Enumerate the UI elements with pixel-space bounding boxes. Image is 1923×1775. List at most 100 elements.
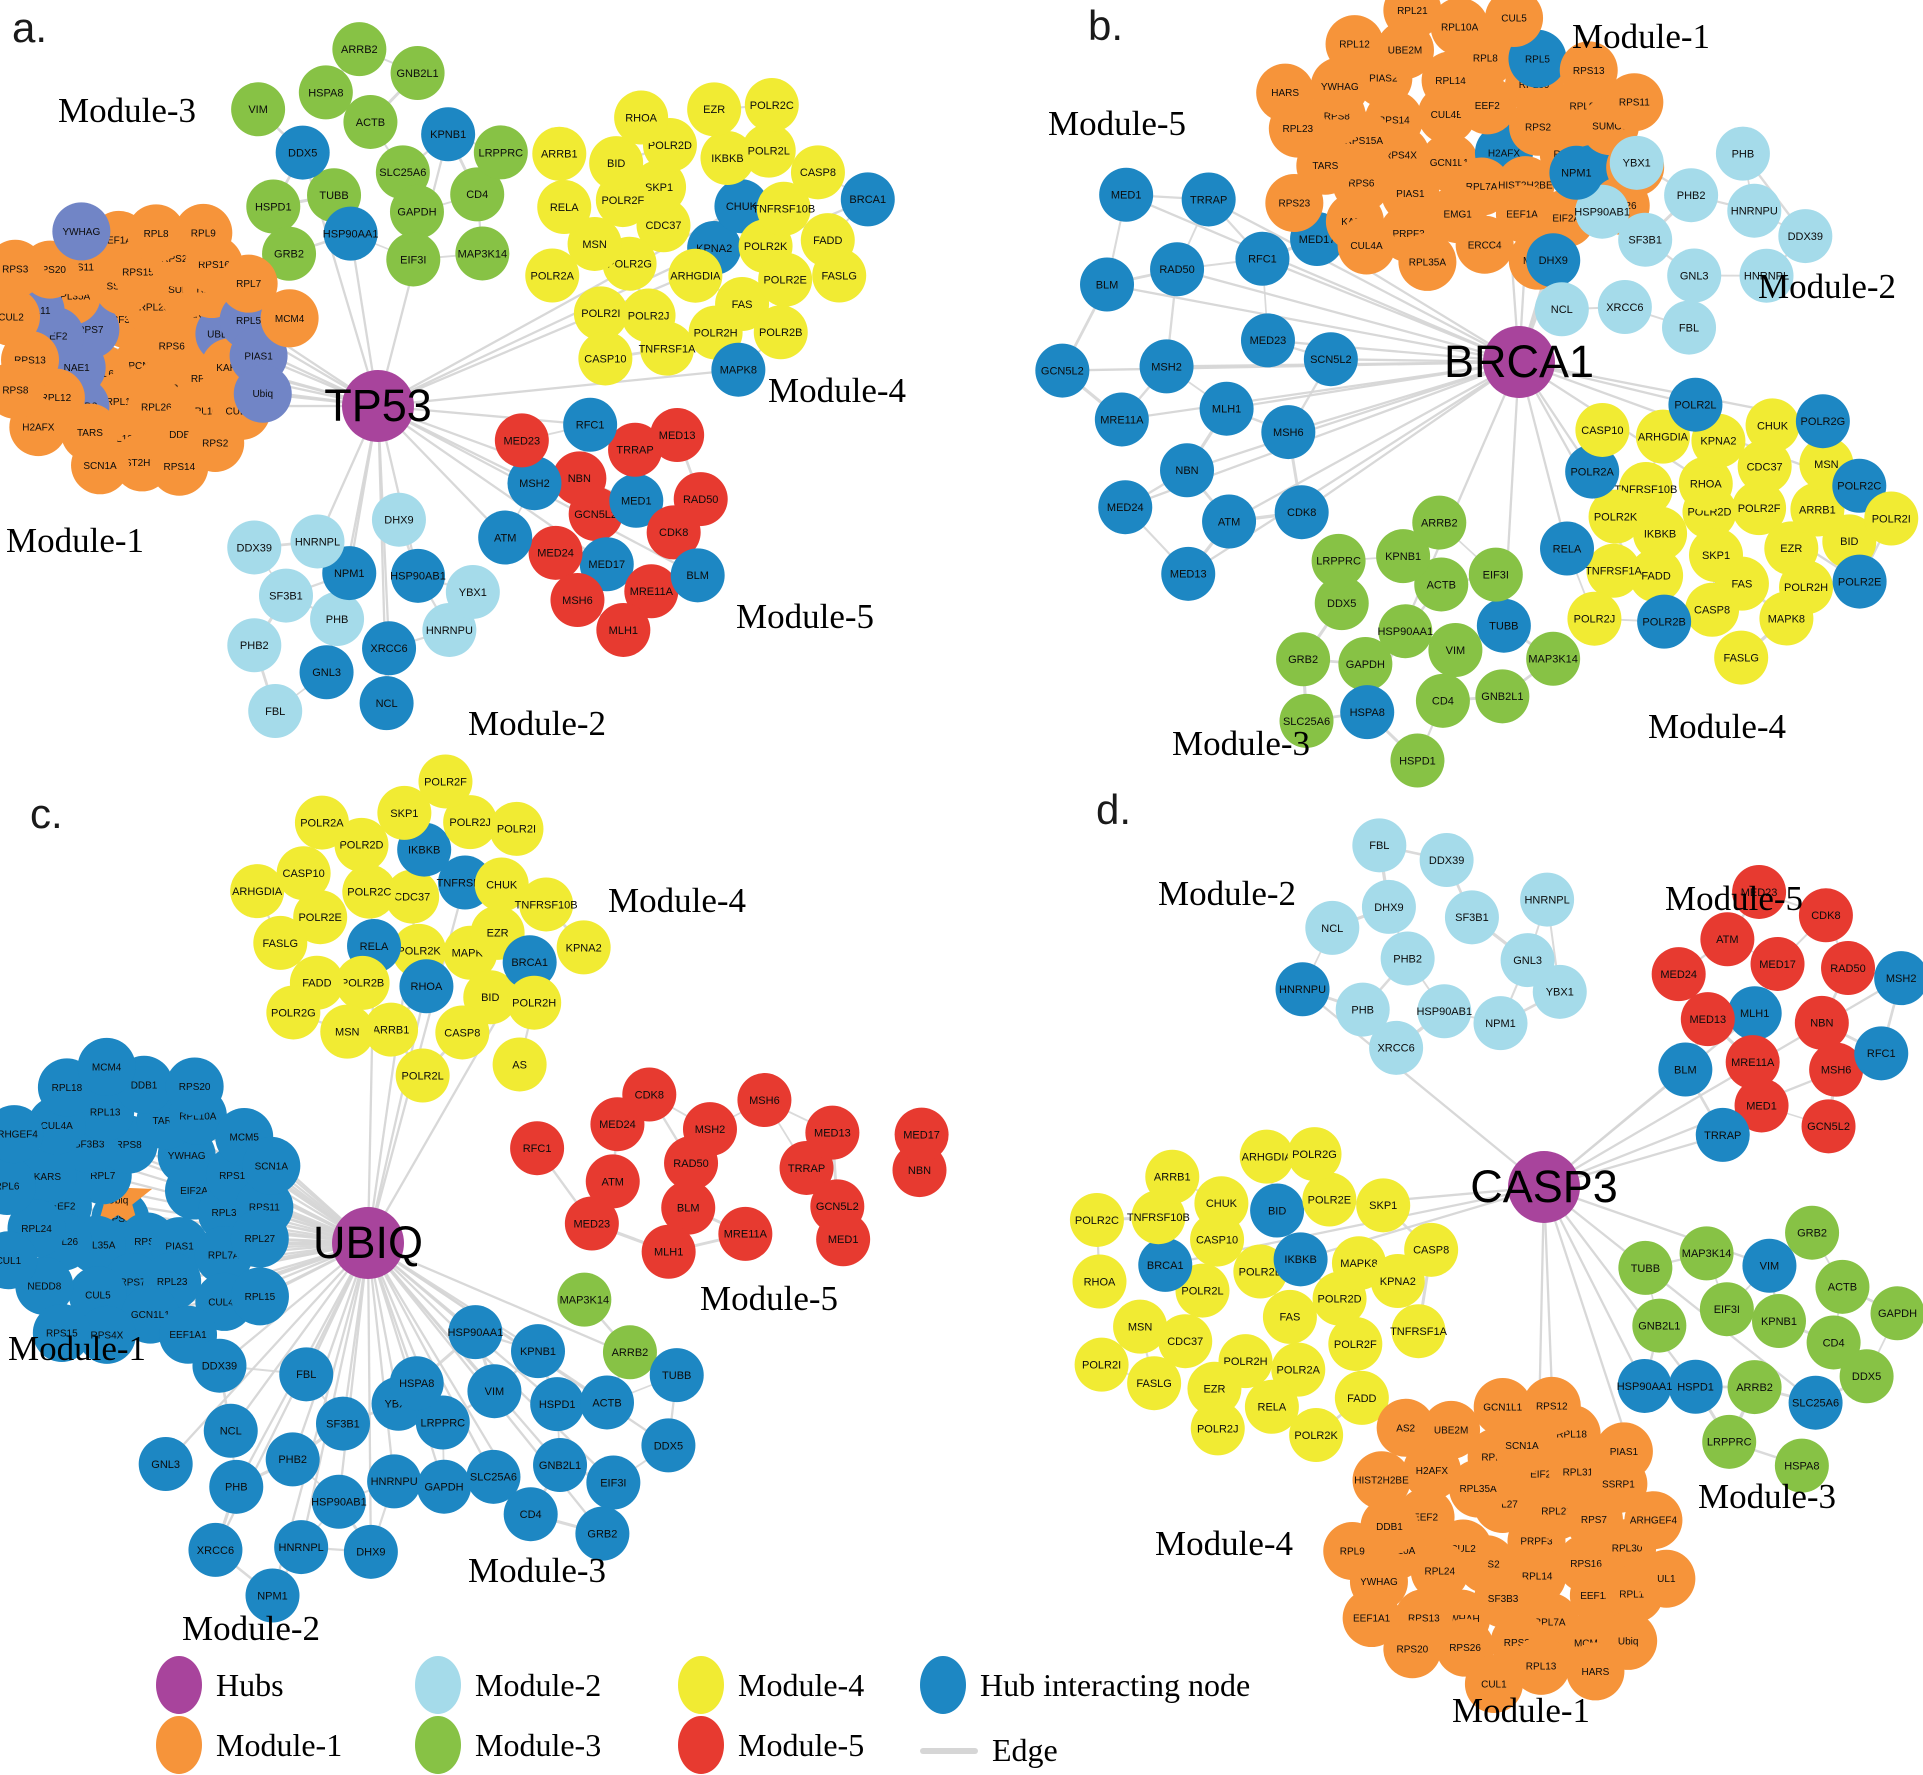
node-POLR2E[interactable]: POLR2E (758, 252, 813, 307)
node-LRPPRC[interactable]: LRPPRC (415, 1395, 470, 1450)
node-CUL2[interactable]: CUL2 (0, 287, 40, 346)
node-CUL1[interactable]: CUL1 (0, 1231, 38, 1290)
node-HNRNPL[interactable]: HNRNPL (1520, 872, 1575, 927)
node-POLR2F[interactable]: POLR2F (1732, 481, 1787, 536)
node-VIM[interactable]: VIM (1742, 1238, 1797, 1293)
node-POLR2J[interactable]: POLR2J (1190, 1401, 1245, 1456)
node-UBE2M[interactable]: UBE2M (1422, 1400, 1481, 1459)
node-NBN[interactable]: NBN (552, 451, 607, 506)
node-ARHGEF4[interactable]: ARHGEF4 (1624, 1491, 1683, 1550)
node-HSPA8[interactable]: HSPA8 (389, 1356, 444, 1411)
node-POLR2C[interactable]: POLR2C (744, 78, 799, 133)
node-EIF3I[interactable]: EIF3I (1699, 1282, 1754, 1337)
node-HNRNPU[interactable]: HNRNPU (1275, 962, 1330, 1017)
node-MED13[interactable]: MED13 (1680, 992, 1735, 1047)
node-Ubiq[interactable]: Ubiq (233, 364, 292, 423)
node-RPL12[interactable]: RPL12 (1325, 15, 1384, 74)
node-MLH1[interactable]: MLH1 (596, 602, 651, 657)
node-CHUK[interactable]: CHUK (714, 179, 769, 234)
node-ARHGDIA[interactable]: ARHGDIA (230, 864, 285, 919)
node-HSP90AA1[interactable]: HSP90AA1 (323, 206, 379, 261)
node-HNRNPL[interactable]: HNRNPL (1739, 248, 1794, 303)
node-BLM[interactable]: BLM (670, 548, 725, 603)
node-RAD50[interactable]: RAD50 (673, 472, 728, 527)
node-RPS3[interactable]: RPS3 (0, 239, 45, 298)
node-ARRB2[interactable]: ARRB2 (602, 1325, 657, 1380)
node-NCL[interactable]: NCL (1534, 282, 1589, 337)
node-GCN1L1[interactable]: GCN1L1 (1473, 1377, 1532, 1436)
node-ACTB[interactable]: ACTB (1414, 557, 1469, 612)
node-RPL24[interactable]: RPL24 (1410, 1542, 1469, 1601)
node-NBN[interactable]: NBN (1160, 443, 1215, 498)
node-MRE11A[interactable]: MRE11A (624, 564, 679, 619)
node-DDX5[interactable]: DDX5 (275, 125, 330, 180)
node-RPL35A[interactable]: RPL35A (1398, 232, 1457, 291)
node-MSN[interactable]: MSN (320, 1004, 375, 1059)
node-TNFRSF1A[interactable]: TNFRSF1A (639, 321, 697, 376)
node-RPS20[interactable]: RPS20 (165, 1057, 224, 1116)
node-TRRAP[interactable]: TRRAP (608, 422, 663, 477)
node-HSPA8[interactable]: HSPA8 (1340, 685, 1395, 740)
node-EIF3I[interactable]: EIF3I (386, 232, 441, 287)
node-SKP1[interactable]: SKP1 (377, 785, 432, 840)
node-MLH1[interactable]: MLH1 (1199, 381, 1254, 436)
node-POLR2I[interactable]: POLR2I (1864, 491, 1919, 546)
node-HARS[interactable]: HARS (1566, 1642, 1625, 1701)
node-MSH2[interactable]: MSH2 (507, 456, 562, 511)
node-GRB2[interactable]: GRB2 (575, 1506, 630, 1561)
node-RPS20[interactable]: RPS20 (1383, 1620, 1442, 1679)
node-SLC25A6[interactable]: SLC25A6 (1788, 1375, 1843, 1430)
node-GNB2L1[interactable]: GNB2L1 (533, 1438, 588, 1493)
node-CDK8[interactable]: CDK8 (622, 1067, 677, 1122)
node-NPM1[interactable]: NPM1 (1549, 145, 1604, 200)
node-IKBKB[interactable]: IKBKB (1633, 506, 1688, 561)
node-PHB2[interactable]: PHB2 (227, 618, 282, 673)
node-MED17[interactable]: MED17 (1750, 936, 1805, 991)
node-ARRB2[interactable]: ARRB2 (1412, 495, 1467, 550)
node-FASLG[interactable]: FASLG (1127, 1356, 1182, 1411)
node-GNB2L1[interactable]: GNB2L1 (1632, 1298, 1687, 1353)
node-MSH6[interactable]: MSH6 (737, 1073, 792, 1128)
node-IKBKB[interactable]: IKBKB (700, 131, 755, 186)
node-TUBB[interactable]: TUBB (1618, 1240, 1673, 1295)
node-ARRB1[interactable]: ARRB1 (1145, 1149, 1200, 1204)
node-NPM1[interactable]: NPM1 (1473, 996, 1528, 1051)
node-POLR2G[interactable]: POLR2G (1287, 1127, 1342, 1182)
node-MRE11A[interactable]: MRE11A (1725, 1035, 1780, 1090)
node-PHB[interactable]: PHB (1335, 982, 1390, 1037)
node-RPS12[interactable]: RPS12 (1522, 1376, 1581, 1435)
node-LRPPRC[interactable]: LRPPRC (1311, 533, 1366, 588)
node-POLR2E[interactable]: POLR2E (1302, 1172, 1357, 1227)
node-CASP8[interactable]: CASP8 (435, 1005, 490, 1060)
node-TNFRSF1A[interactable]: TNFRSF1A (1585, 543, 1643, 598)
node-RPS13[interactable]: RPS13 (1559, 41, 1618, 100)
node-TUBB[interactable]: TUBB (1476, 598, 1531, 653)
node-GNL3[interactable]: GNL3 (1667, 248, 1722, 303)
node-RPL9[interactable]: RPL9 (174, 203, 233, 262)
node-AS2[interactable]: AS2 (1376, 1398, 1435, 1457)
node-PHB2[interactable]: PHB2 (1664, 168, 1719, 223)
node-GNB2L1[interactable]: GNB2L1 (1475, 669, 1530, 724)
node-POLR2I[interactable]: POLR2I (573, 286, 628, 341)
node-BLM[interactable]: BLM (661, 1180, 716, 1235)
node-ACTB[interactable]: ACTB (343, 94, 398, 149)
node-XRCC6[interactable]: XRCC6 (188, 1522, 243, 1577)
node-YBX1[interactable]: YBX1 (1532, 964, 1587, 1019)
node-DDX5[interactable]: DDX5 (641, 1418, 696, 1473)
node-VIM[interactable]: VIM (1428, 622, 1483, 677)
node-UL1[interactable]: UL1 (1637, 1549, 1696, 1608)
node-CD4[interactable]: CD4 (450, 167, 505, 222)
node-HIST2H2BE[interactable]: HIST2H2BE (1352, 1451, 1411, 1510)
node-POLR2J[interactable]: POLR2J (1567, 591, 1622, 646)
node-VIM[interactable]: VIM (231, 82, 286, 137)
node-HSP90AA1[interactable]: HSP90AA1 (448, 1305, 504, 1360)
node-LRPPRC[interactable]: LRPPRC (1702, 1414, 1757, 1469)
node-NCL[interactable]: NCL (359, 676, 414, 731)
node-POLR2K[interactable]: POLR2K (1289, 1408, 1344, 1463)
node-NCL[interactable]: NCL (1305, 900, 1360, 955)
node-DHX9[interactable]: DHX9 (1526, 233, 1581, 288)
node-HSP90AB1[interactable]: HSP90AB1 (1416, 984, 1472, 1039)
node-XRCC6[interactable]: XRCC6 (1597, 279, 1652, 334)
node-CASP8[interactable]: CASP8 (790, 145, 845, 200)
node-RFC1[interactable]: RFC1 (510, 1121, 565, 1176)
